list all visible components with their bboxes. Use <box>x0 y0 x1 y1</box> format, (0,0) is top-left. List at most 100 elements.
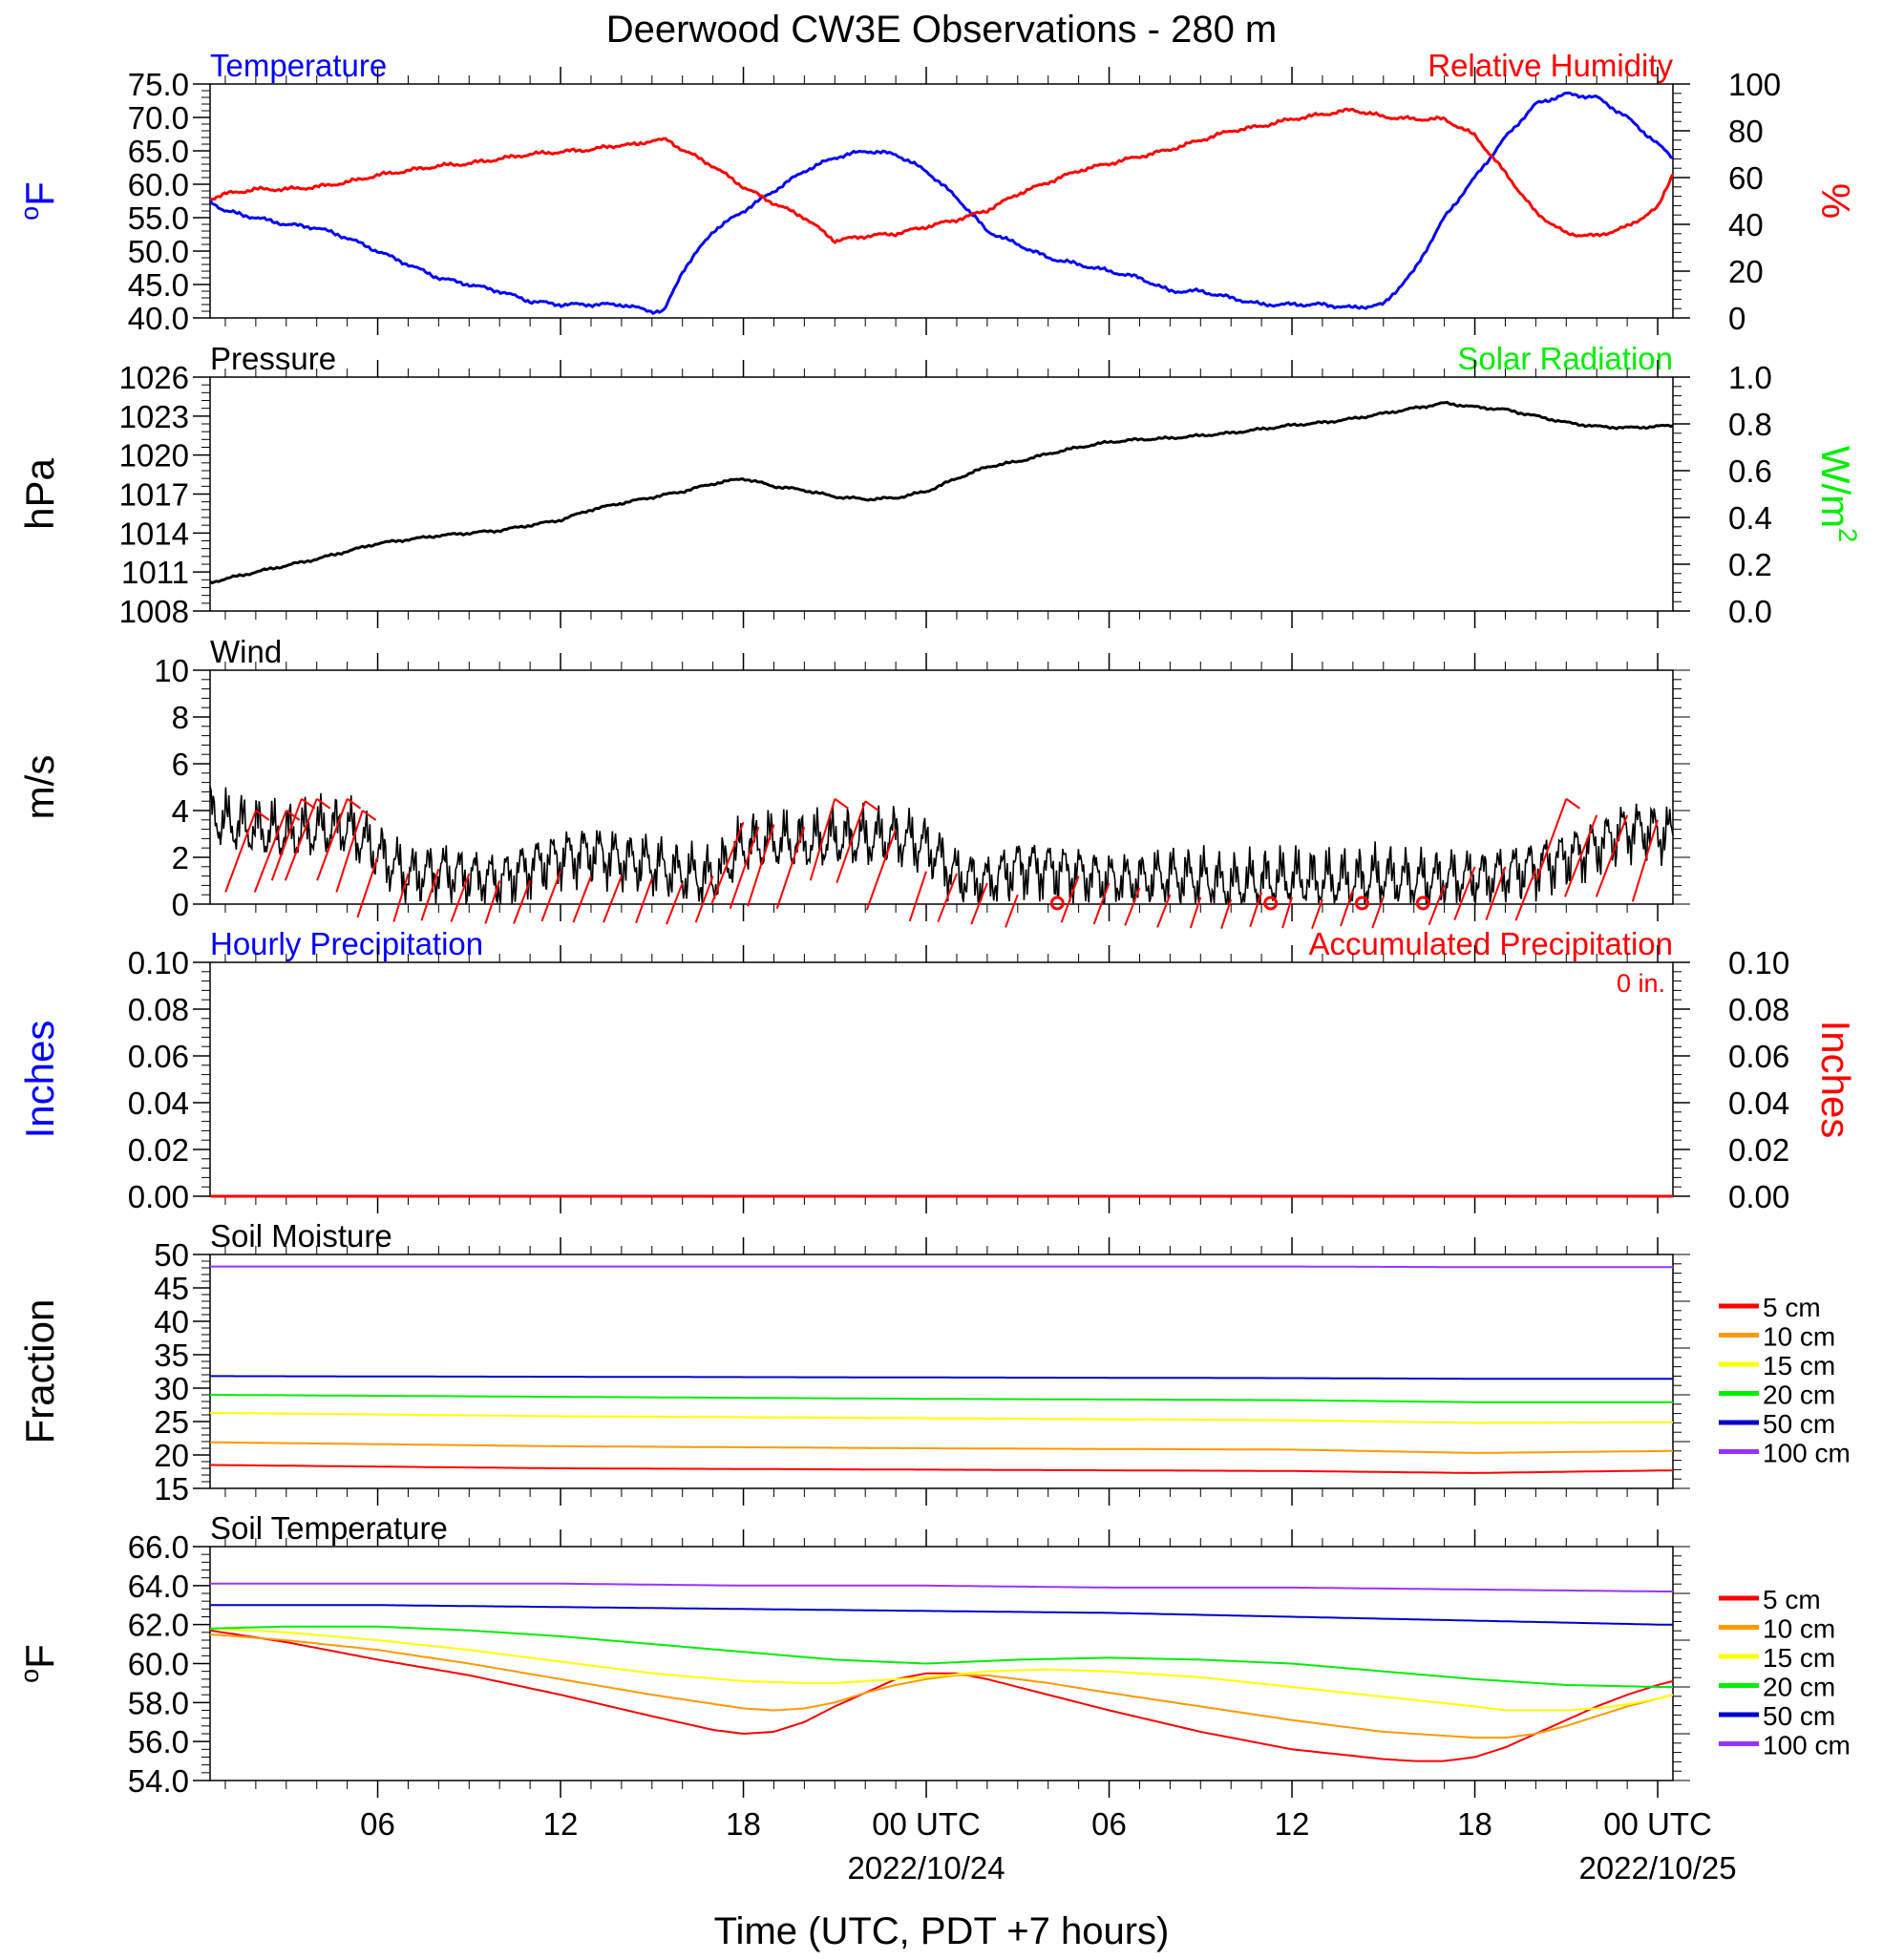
wind-barb <box>540 871 561 922</box>
wind-barb <box>572 875 592 923</box>
x-tick-label: 18 <box>1457 1806 1492 1842</box>
legend-entry: 50 cm <box>1763 1701 1835 1731</box>
wind-barb <box>666 882 684 925</box>
y-tick-label: 0.02 <box>128 1132 189 1168</box>
precip-total-label: 0 in. <box>1617 969 1665 998</box>
x-axis-label: Time (UTC, PDT +7 hours) <box>714 1910 1170 1952</box>
x-tick-label: 06 <box>1091 1806 1127 1842</box>
panel-frame <box>209 376 1674 612</box>
y-tick-label: 58.0 <box>128 1685 189 1720</box>
wind-barb <box>1428 885 1446 926</box>
y-axis-label-left: oF <box>15 1644 62 1683</box>
wind-barb-flag <box>864 800 879 812</box>
wind-barb <box>1156 894 1172 928</box>
wind-barb <box>635 877 653 924</box>
y-axis-label-left: Inches <box>17 1021 62 1139</box>
wind-barb <box>775 826 806 909</box>
panel-title-right: Accumulated Precipitation <box>1308 926 1673 961</box>
y-tick-label: 64.0 <box>128 1569 189 1604</box>
y-tick-label: 30 <box>154 1371 189 1406</box>
wind-barb <box>284 798 318 881</box>
legend-entry: 15 cm <box>1763 1643 1835 1673</box>
panel-temperature_humidity: Temperature Relative Humidity 40.045.050.0… <box>15 48 1858 336</box>
y-axis-label-right-text: % <box>1813 183 1858 219</box>
x-tick-label: 12 <box>1275 1806 1310 1842</box>
y-right-tick-label: 0.8 <box>1728 407 1772 442</box>
y-right-tick-label: 0.4 <box>1728 500 1772 536</box>
wind-barb <box>335 810 364 893</box>
series-line-50-cm <box>210 1375 1673 1380</box>
y-tick-label: 0 <box>172 887 189 922</box>
wind-barb <box>747 824 775 907</box>
panel-title-left: Soil Temperature <box>210 1510 448 1546</box>
y-right-tick-label: 60 <box>1728 160 1764 196</box>
series-line-pressure <box>209 400 1674 585</box>
series-line-100-cm <box>210 1265 1673 1269</box>
y-axis-label-right-text: Inches <box>1813 1021 1858 1139</box>
wind-barb <box>865 829 898 911</box>
x-tick-labels: 06 12 18 00 UTC 2022/10/24 06 12 18 00 UTC 2022/1… <box>360 1806 1736 1886</box>
y-right-tick-label: 20 <box>1728 254 1764 289</box>
wind-barb <box>1535 798 1568 881</box>
wind-barb <box>836 800 867 884</box>
y-tick-label: 8 <box>172 700 189 735</box>
y-tick-label: 65.0 <box>128 134 189 169</box>
wind-barb <box>1189 896 1202 929</box>
panel-precipitation: Hourly Precipitation Accumulated Precipit… <box>17 926 1858 1214</box>
series-line-5-cm <box>210 1464 1674 1474</box>
wind-barb <box>1631 819 1659 902</box>
calm-wind-circle <box>1049 896 1065 911</box>
series-line-15-cm <box>210 1411 1673 1424</box>
y-tick-label: 55.0 <box>128 200 189 236</box>
y-axis-label-left-text: Fraction <box>17 1299 62 1444</box>
wind-barb <box>1514 868 1537 921</box>
x-tick-label: 00 UTC <box>872 1806 981 1842</box>
panel-title-left: Soil Moisture <box>210 1218 392 1254</box>
wind-barb <box>603 875 623 923</box>
panel-wind: Wind 0 2 4 6 8 10 m/s <box>17 634 1690 930</box>
legend-entry: 20 cm <box>1763 1380 1835 1410</box>
panel-title-right: Solar Radiation <box>1457 341 1673 376</box>
y-tick-label: 50 <box>154 1237 189 1273</box>
series-line-humidity <box>209 107 1675 244</box>
y-tick-label: 1011 <box>121 555 189 590</box>
y-tick-label: 1008 <box>119 594 189 629</box>
wind-barb-flag <box>286 810 301 821</box>
y-tick-label: 1026 <box>119 360 189 395</box>
wind-barb <box>970 882 988 925</box>
y-right-tick-label: 0.10 <box>1728 945 1789 980</box>
wind-barb-flag <box>362 810 377 821</box>
wind-barb-flag <box>316 797 331 810</box>
y-tick-label: 0.00 <box>128 1179 189 1214</box>
y-axis-label-left: m/s <box>17 755 62 820</box>
y-tick-label: 54.0 <box>128 1763 189 1799</box>
wind-barb <box>392 873 410 922</box>
wind-barb <box>1092 882 1111 925</box>
y-right-tick-label: 0.2 <box>1728 547 1772 582</box>
y-axis-label-left-text: Inches <box>17 1021 62 1139</box>
y-axis-label-left-text: oF <box>15 181 62 221</box>
y-right-tick-label: 0.06 <box>1728 1039 1789 1074</box>
series-line-15-cm <box>209 1627 1674 1712</box>
y-right-tick-label: 1.0 <box>1728 360 1772 395</box>
y-axis-label-left: Fraction <box>17 1299 62 1444</box>
legend-entry: 10 cm <box>1763 1614 1835 1644</box>
wind-barb <box>450 873 471 922</box>
wind-barb <box>1060 875 1080 923</box>
y-tick-label: 0.10 <box>128 945 189 980</box>
legend-entry: 100 cm <box>1763 1439 1851 1468</box>
y-axis-label-left: hPa <box>17 457 62 529</box>
wind-barb <box>253 810 287 893</box>
wind-barb <box>1124 887 1141 926</box>
y-axis-label-right: W/m2 <box>1813 446 1862 542</box>
y-right-tick-label: 100 <box>1728 67 1781 102</box>
wind-barb <box>270 798 303 881</box>
y-tick-label: 25 <box>154 1404 189 1440</box>
y-tick-label: 10 <box>154 653 189 688</box>
y-right-tick-label: 0.04 <box>1728 1085 1789 1121</box>
y-tick-label: 62.0 <box>128 1608 189 1643</box>
panel-frame <box>209 83 1674 319</box>
panel-frame <box>209 961 1674 1197</box>
wind-barb <box>1005 894 1019 928</box>
wind-barb <box>1311 898 1323 930</box>
